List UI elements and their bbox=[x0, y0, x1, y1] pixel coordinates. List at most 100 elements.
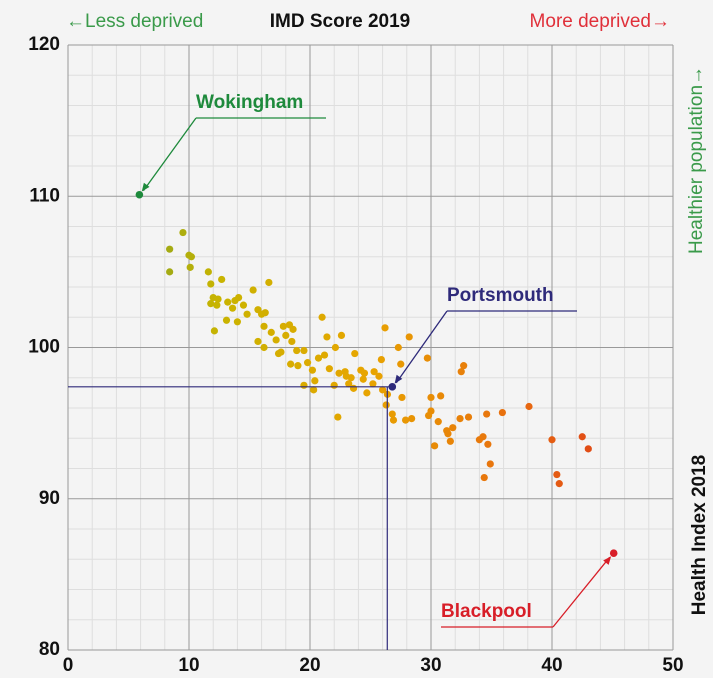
point bbox=[294, 362, 302, 370]
point bbox=[213, 301, 221, 309]
point bbox=[222, 316, 231, 324]
point bbox=[288, 337, 296, 346]
annotation-label: Wokingham bbox=[196, 92, 303, 113]
point bbox=[323, 333, 331, 341]
chart-title: IMD Score 2019 bbox=[270, 11, 410, 32]
point bbox=[228, 304, 237, 312]
point bbox=[444, 430, 452, 438]
point bbox=[423, 354, 431, 362]
x-right-label: More deprived→ bbox=[530, 11, 670, 32]
point bbox=[224, 298, 232, 306]
point bbox=[265, 278, 273, 287]
annotation-arrow bbox=[142, 117, 197, 192]
point bbox=[207, 300, 215, 308]
point bbox=[437, 392, 445, 400]
point bbox=[578, 433, 586, 441]
point bbox=[331, 343, 340, 352]
point bbox=[303, 359, 312, 367]
point bbox=[360, 369, 369, 377]
point bbox=[337, 331, 346, 339]
x-tick-label: 10 bbox=[178, 655, 199, 676]
point bbox=[300, 381, 308, 389]
point bbox=[457, 368, 465, 376]
point bbox=[330, 381, 338, 389]
point bbox=[394, 343, 402, 352]
point bbox=[260, 343, 268, 352]
y-tick-label: 100 bbox=[28, 337, 60, 358]
point bbox=[310, 386, 318, 394]
point bbox=[370, 368, 378, 376]
y-tick-label: 110 bbox=[29, 185, 60, 206]
x-tick-label: 50 bbox=[662, 655, 683, 676]
point bbox=[289, 325, 297, 333]
point bbox=[342, 372, 350, 380]
point bbox=[584, 445, 592, 453]
arrow-head bbox=[394, 374, 403, 384]
point bbox=[218, 275, 226, 284]
point bbox=[359, 375, 367, 383]
point bbox=[300, 346, 308, 355]
point bbox=[483, 410, 491, 418]
point bbox=[456, 414, 464, 423]
point bbox=[382, 401, 390, 409]
point bbox=[204, 268, 212, 276]
point bbox=[525, 402, 533, 411]
point bbox=[311, 377, 319, 385]
point bbox=[431, 442, 439, 450]
arrow-head bbox=[141, 182, 150, 192]
point bbox=[210, 327, 219, 335]
annotation-label: Portsmouth bbox=[447, 285, 554, 306]
point bbox=[249, 286, 257, 294]
point bbox=[166, 245, 174, 253]
point bbox=[389, 416, 398, 424]
x-tick-label: 20 bbox=[299, 655, 320, 676]
x-tick-label: 40 bbox=[541, 655, 562, 676]
point bbox=[279, 322, 287, 330]
point bbox=[314, 354, 323, 362]
point bbox=[446, 437, 454, 445]
point bbox=[318, 313, 326, 321]
point bbox=[282, 331, 290, 339]
point bbox=[166, 268, 174, 276]
annotation-arrow bbox=[395, 310, 448, 384]
highlight-point bbox=[135, 190, 144, 199]
point bbox=[308, 366, 317, 374]
point bbox=[464, 413, 473, 421]
highlight-point bbox=[609, 549, 618, 557]
point bbox=[351, 349, 359, 358]
y-tick-label: 80 bbox=[39, 639, 60, 660]
point bbox=[379, 386, 387, 394]
point bbox=[449, 424, 457, 432]
point bbox=[363, 389, 371, 397]
point bbox=[214, 295, 222, 303]
point bbox=[486, 460, 494, 468]
point bbox=[424, 411, 433, 420]
point bbox=[398, 393, 406, 402]
point bbox=[484, 440, 492, 448]
point bbox=[553, 470, 561, 479]
y-direction-label: Healthier population→ bbox=[686, 66, 707, 254]
point bbox=[272, 336, 280, 344]
point bbox=[479, 433, 487, 441]
point bbox=[345, 380, 353, 388]
point bbox=[320, 351, 329, 359]
point bbox=[349, 384, 358, 392]
x-left-label: ←Less deprived bbox=[66, 11, 203, 32]
x-tick-label: 30 bbox=[420, 655, 441, 676]
point bbox=[427, 393, 435, 402]
point bbox=[239, 301, 248, 309]
point bbox=[548, 436, 556, 444]
point bbox=[233, 318, 241, 326]
point bbox=[254, 337, 262, 346]
point bbox=[401, 416, 410, 424]
annotation-arrow bbox=[552, 556, 611, 628]
point bbox=[460, 362, 468, 370]
point bbox=[235, 293, 243, 302]
y-axis-label: Health Index 2018 bbox=[689, 455, 710, 616]
point bbox=[434, 418, 442, 426]
point bbox=[498, 408, 506, 417]
point bbox=[277, 348, 285, 356]
y-tick-label: 90 bbox=[39, 488, 60, 509]
point bbox=[388, 410, 396, 418]
